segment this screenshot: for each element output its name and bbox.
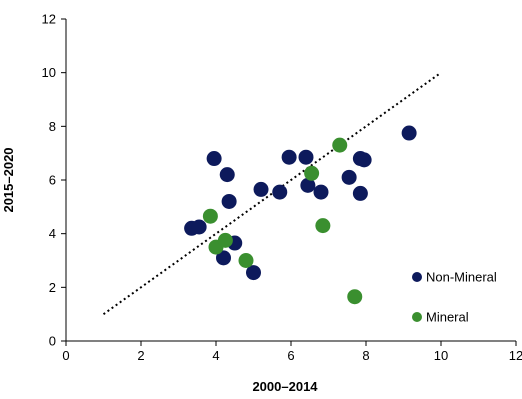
mineral-point: [304, 165, 320, 181]
non-mineral-point: [356, 152, 372, 168]
points-layer: [184, 125, 417, 305]
reference-line: [102, 71, 442, 315]
mineral-point: [202, 208, 218, 224]
non-mineral-point: [341, 169, 357, 185]
non-mineral-point: [246, 265, 261, 281]
mineral-point: [347, 289, 363, 305]
mineral-point: [217, 232, 233, 248]
legend-label-mineral: Mineral: [426, 310, 469, 325]
non-mineral-point: [272, 184, 288, 200]
axes: 0 2 4 6 8 10 12 0 2 4 6 8 10 12: [42, 12, 522, 364]
mineral-point: [315, 218, 331, 234]
non-mineral-point: [300, 177, 316, 193]
x-tick-label: 8: [362, 348, 369, 363]
x-tick-label: 10: [434, 348, 448, 363]
x-tick-label: 4: [212, 348, 219, 363]
y-tick-label: 6: [49, 173, 56, 188]
x-tick-label: 2: [137, 348, 144, 363]
mineral-point: [238, 253, 254, 268]
y-tick-label: 10: [42, 65, 56, 80]
x-axis-title: 2000–2014: [252, 379, 318, 394]
legend-marker-mineral: [412, 312, 422, 322]
legend: Non-Mineral Mineral: [412, 270, 497, 325]
y-tick-label: 0: [49, 334, 56, 349]
non-mineral-point: [191, 219, 207, 235]
y-tick-label: 2: [49, 280, 56, 295]
mineral-point: [332, 137, 348, 153]
non-mineral-point: [352, 185, 368, 201]
reference-line-layer: [102, 71, 442, 315]
non-mineral-point: [253, 181, 269, 197]
y-axis-title: 2015–2020: [1, 147, 16, 212]
non-mineral-point: [206, 151, 222, 167]
non-mineral-point: [298, 149, 314, 165]
non-mineral-point: [219, 167, 235, 183]
y-tick-label: 4: [49, 226, 56, 241]
non-mineral-point: [313, 184, 329, 200]
x-tick-label: 6: [287, 348, 294, 363]
non-mineral-point: [221, 193, 237, 209]
non-mineral-point: [281, 149, 297, 165]
y-tick-label: 8: [49, 119, 56, 134]
y-tick-label: 12: [42, 12, 56, 27]
non-mineral-point: [216, 250, 231, 266]
legend-marker-non-mineral: [412, 272, 422, 282]
x-tick-label: 12: [509, 348, 522, 363]
x-tick-label: 0: [62, 348, 69, 363]
legend-label-non-mineral: Non-Mineral: [426, 270, 497, 285]
non-mineral-point: [401, 125, 417, 141]
